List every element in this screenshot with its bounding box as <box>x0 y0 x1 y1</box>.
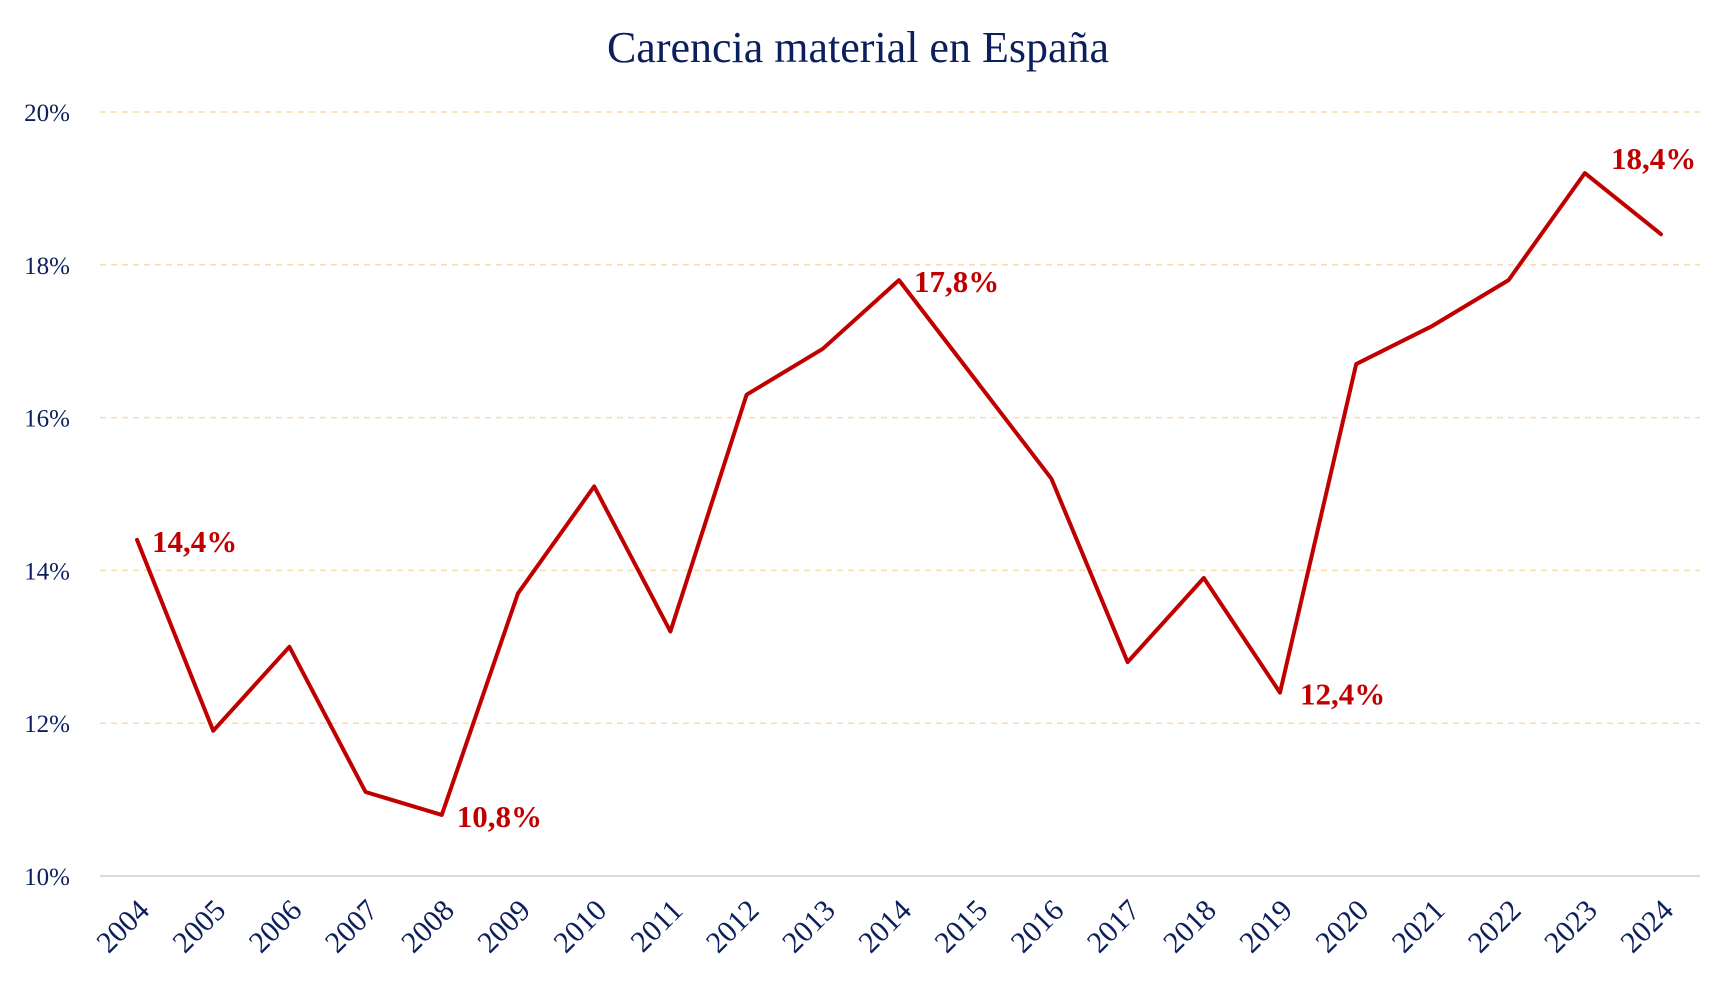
x-tick-label: 2018 <box>1157 894 1223 960</box>
data-label: 17,8% <box>914 264 999 299</box>
data-labels: 14,4% 10,8% 17,8% 12,4% 18,4% <box>152 141 1696 834</box>
x-tick-label: 2013 <box>776 894 842 960</box>
y-tick-label: 10% <box>24 864 70 891</box>
chart-title: Carencia material en España <box>607 23 1109 72</box>
x-tick-label: 2011 <box>624 894 689 959</box>
y-tick-label: 14% <box>24 558 70 585</box>
y-tick-label: 12% <box>24 711 70 738</box>
x-tick-label: 2004 <box>90 894 156 960</box>
data-label: 12,4% <box>1300 677 1385 712</box>
y-tick-label: 18% <box>24 253 70 280</box>
x-tick-label: 2007 <box>319 894 385 960</box>
gridlines <box>100 111 1700 877</box>
data-label: 10,8% <box>457 799 542 834</box>
x-tick-label: 2006 <box>243 894 309 960</box>
x-tick-label: 2021 <box>1386 894 1452 960</box>
series-line <box>135 171 1663 817</box>
x-tick-label: 2015 <box>928 894 994 960</box>
x-tick-label: 2022 <box>1462 894 1528 960</box>
x-tick-label: 2016 <box>1005 894 1071 960</box>
x-tick-label: 2019 <box>1233 894 1299 960</box>
x-axis-ticks: 2004 2005 2006 2007 2008 2009 2010 2011 2012 2013… <box>90 894 1680 960</box>
x-tick-label: 2012 <box>700 894 766 960</box>
series-layer <box>135 171 1663 817</box>
x-tick-label: 2020 <box>1309 894 1375 960</box>
y-tick-label: 20% <box>24 100 70 127</box>
x-tick-label: 2008 <box>395 894 461 960</box>
y-axis-ticks: 10% 12% 14% 16% 18% 20% <box>24 100 70 891</box>
x-tick-label: 2014 <box>852 894 918 960</box>
x-tick-label: 2005 <box>166 894 232 960</box>
data-label: 14,4% <box>152 524 237 559</box>
y-tick-label: 16% <box>24 406 70 433</box>
x-tick-label: 2010 <box>547 894 613 960</box>
x-tick-label: 2017 <box>1081 894 1147 960</box>
x-tick-label: 2023 <box>1538 894 1604 960</box>
x-tick-label: 2024 <box>1614 894 1680 960</box>
x-tick-label: 2009 <box>471 894 537 960</box>
data-label: 18,4% <box>1611 141 1696 176</box>
